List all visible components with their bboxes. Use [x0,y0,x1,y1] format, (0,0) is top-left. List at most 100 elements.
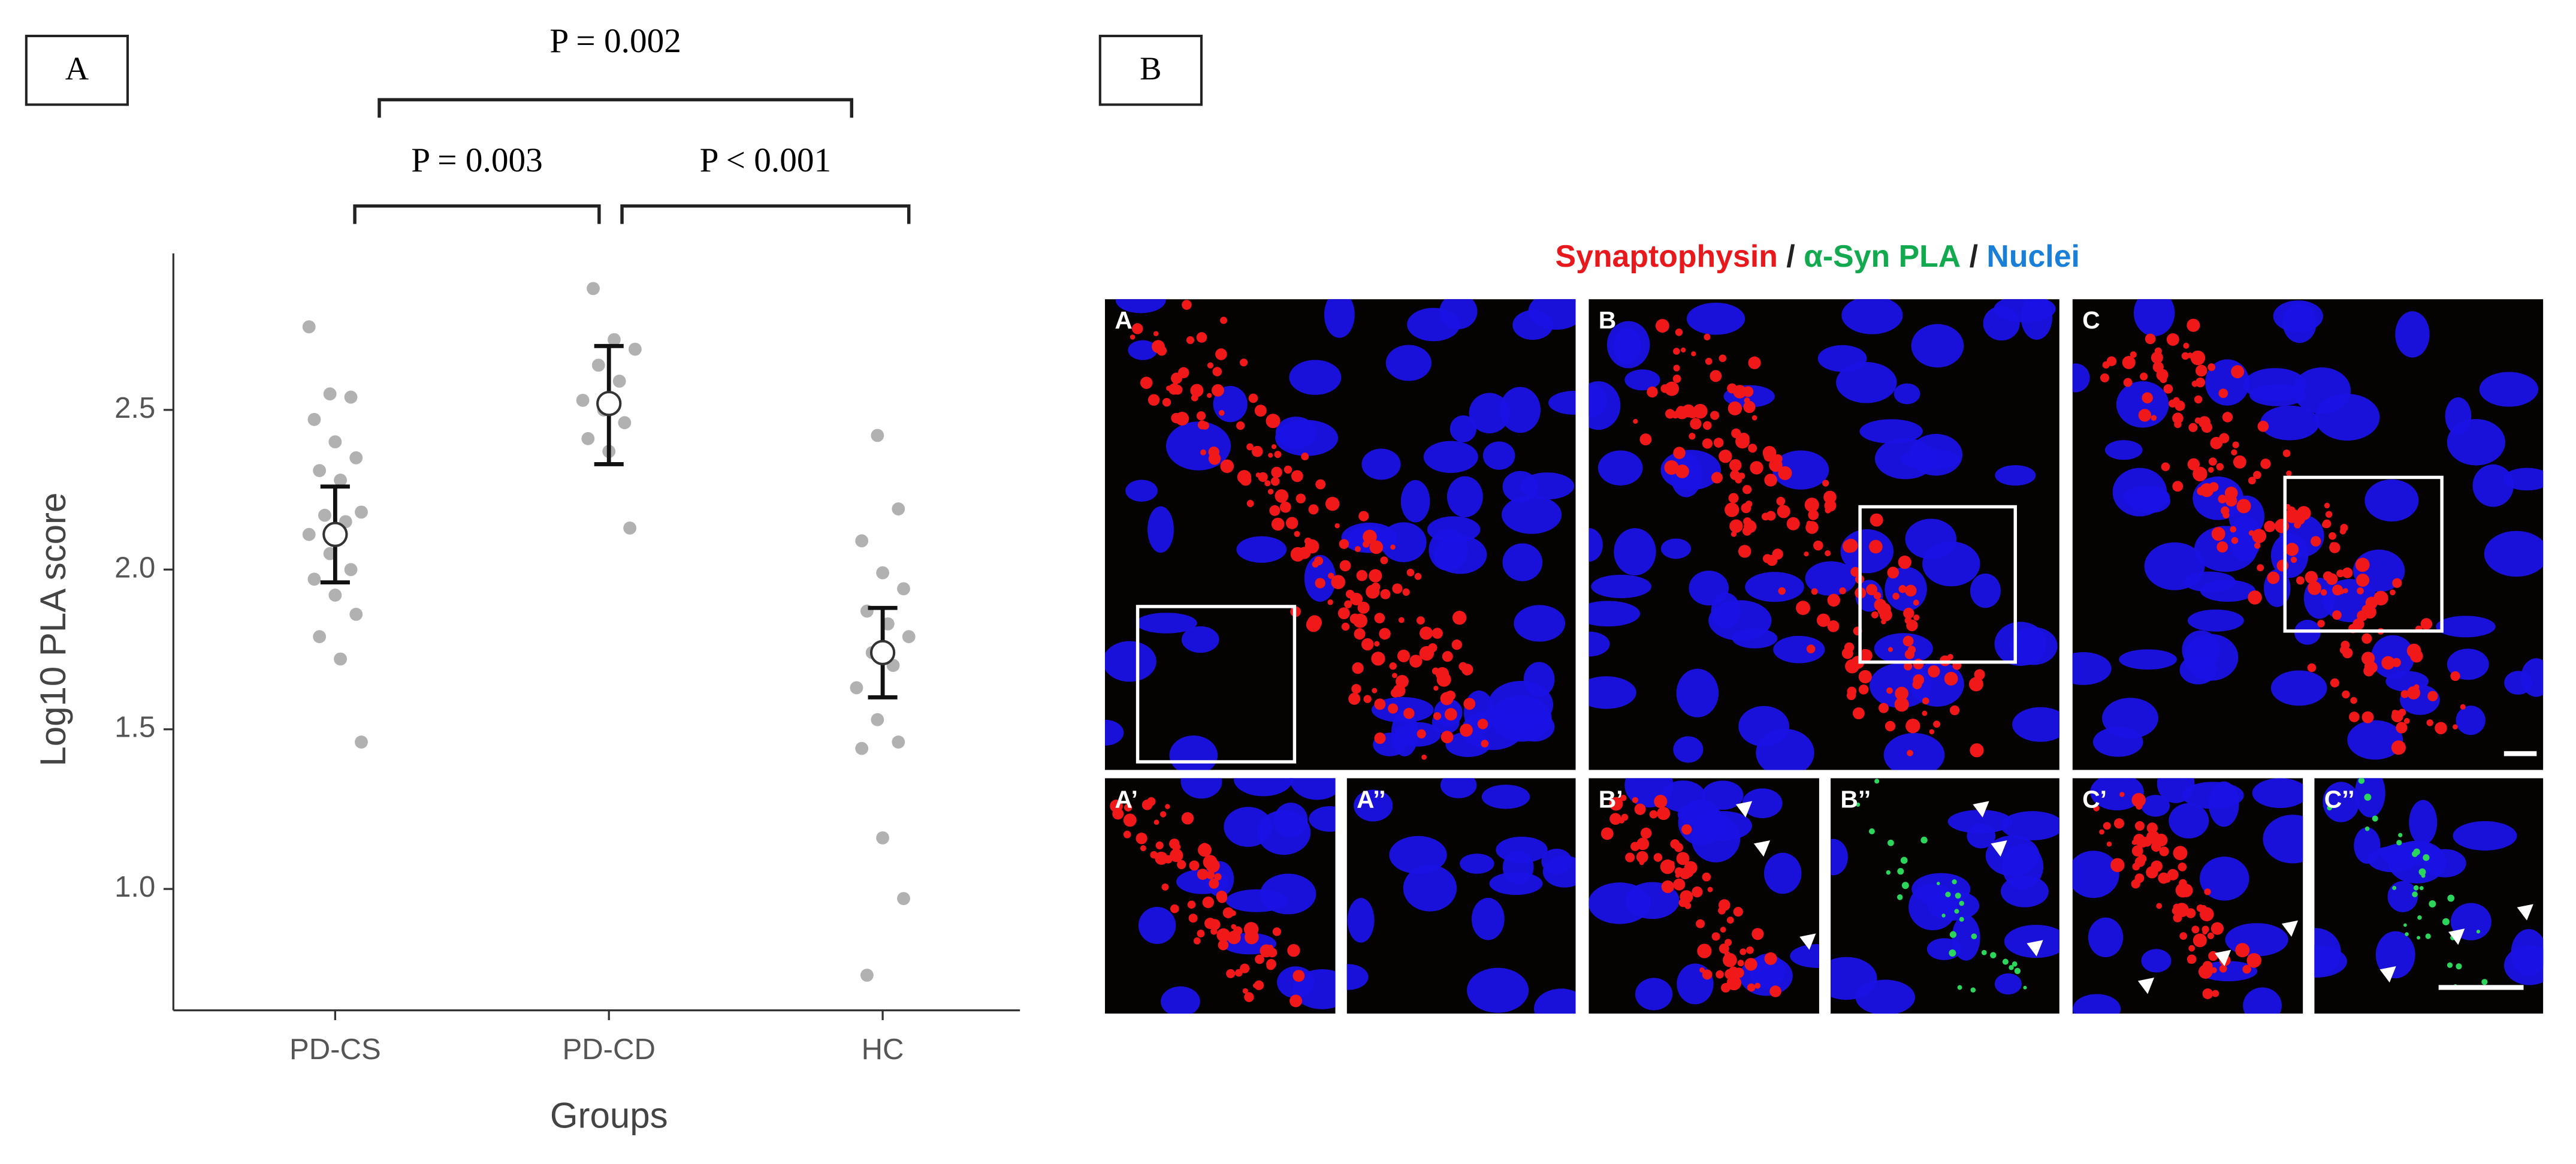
synaptophysin-signal [1193,937,1201,945]
synaptophysin-signal [2178,863,2187,872]
nucleus [1499,387,1541,433]
synaptophysin-signal [1188,913,1198,923]
nucleus [2141,949,2172,973]
synaptophysin-signal [1380,589,1391,599]
synaptophysin-signal [1675,464,1689,478]
synaptophysin-signal [1858,670,1872,684]
nucleus [2504,671,2533,695]
synaptophysin-signal [2242,964,2251,974]
synaptophysin-signal [2158,872,2170,884]
significance-bracket [620,204,911,224]
stain-legend-item: / [1778,239,1804,273]
nucleus [2004,924,2059,958]
synaptophysin-signal [2352,618,2364,631]
nucleus [1147,506,1174,553]
data-point [318,508,331,522]
synaptophysin-signal [1600,827,1614,840]
nucleus [2479,372,2539,407]
synaptophysin-signal [1723,953,1737,967]
synaptophysin-signal [1331,575,1346,589]
synaptophysin-signal [1747,983,1756,992]
pla-signal [1920,836,1928,844]
pla-signal [1945,891,1951,898]
synaptophysin-signal [1725,502,1740,517]
synaptophysin-signal [1272,927,1282,936]
pla-signal [2358,778,2365,784]
nucleus [2243,987,2282,1014]
synaptophysin-signal [2194,395,2203,404]
synaptophysin-signal [1374,613,1385,624]
nucleus [2088,917,2124,958]
data-point [897,892,910,906]
synaptophysin-signal [1220,459,1234,474]
synaptophysin-signal [2317,620,2325,628]
nucleus [1236,536,1287,563]
synaptophysin-signal [1226,969,1236,979]
data-point [302,320,316,334]
nucleus [1347,898,1375,943]
synaptophysin-signal [1206,870,1215,880]
synaptophysin-signal [1463,698,1476,710]
nucleus [2072,363,2090,393]
pla-signal [1955,892,1961,899]
synaptophysin-signal [1904,617,1912,625]
synaptophysin-signal [2181,352,2190,360]
image-label: C [2082,306,2100,334]
synaptophysin-signal [1255,472,1261,478]
synaptophysin-signal [1839,587,1846,595]
nucleus [1542,855,1576,888]
synaptophysin-signal [1705,358,1713,365]
synaptophysin-signal [1269,505,1281,516]
synaptophysin-signal [2140,372,2148,381]
synaptophysin-signal [1141,799,1153,810]
synaptophysin-signal [2207,363,2216,372]
pla-signal [1971,933,1977,939]
synaptophysin-signal [1212,384,1224,397]
synaptophysin-signal [2151,860,2163,873]
synaptophysin-signal [1274,451,1282,459]
synaptophysin-signal [1140,376,1153,389]
nucleus [1635,978,1673,1011]
pla-signal [2417,915,2422,920]
synaptophysin-signal [2151,415,2157,421]
micrograph [2072,299,2544,770]
synaptophysin-signal [1243,922,1259,937]
synaptophysin-signal [1719,354,1727,363]
synaptophysin-signal [1361,638,1374,651]
synaptophysin-signal [1432,667,1439,675]
pla-signal [1874,779,1880,784]
synaptophysin-signal [2110,858,2125,873]
synaptophysin-signal [2329,532,2336,540]
synaptophysin-signal [1825,550,1831,557]
synaptophysin-signal [1197,869,1209,880]
micrograph [1346,778,1576,1014]
synaptophysin-signal [1904,584,1917,597]
synaptophysin-signal [1811,588,1818,595]
synaptophysin-signal [1203,855,1218,870]
nucleus [1589,631,1610,657]
nucleus [2199,857,2249,901]
synaptophysin-signal [2252,529,2267,544]
synaptophysin-signal [1874,599,1887,611]
synaptophysin-signal [1729,519,1743,533]
arrowhead [2448,928,2465,945]
nucleus [2157,778,2195,803]
synaptophysin-signal [1743,400,1756,414]
synaptophysin-signal [1796,601,1810,616]
nucleus [1831,957,1877,1000]
synaptophysin-signal [2119,792,2125,797]
synaptophysin-signal [1735,434,1750,449]
synaptophysin-signal [1678,898,1687,907]
synaptophysin-signal [2187,458,2200,471]
synaptophysin-signal [1351,684,1361,694]
pla-signal [1952,879,1957,885]
nucleus [1324,299,1355,338]
nucleus [1502,471,1538,503]
synaptophysin-signal [1189,860,1200,871]
nucleus [2169,803,2209,839]
synaptophysin-signal [1481,740,1489,747]
synaptophysin-signal [1729,459,1742,472]
synaptophysin-signal [1699,967,1705,973]
synaptophysin-signal [1725,939,1732,946]
image-label: C’’ [2324,785,2355,813]
